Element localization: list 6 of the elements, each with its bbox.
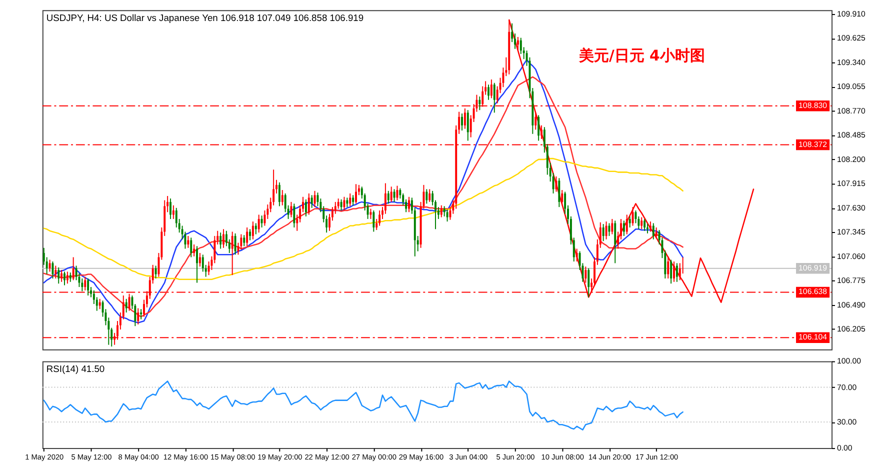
- y-tick-label: 0.00: [836, 444, 853, 453]
- y-tick-label: 100.00: [836, 356, 862, 366]
- line-series: [43, 380, 684, 430]
- chart-title: RSI(14) 41.50: [46, 364, 105, 374]
- y-tick-label: 30.00: [836, 417, 858, 426]
- y-tick-label: 70.00: [836, 382, 858, 392]
